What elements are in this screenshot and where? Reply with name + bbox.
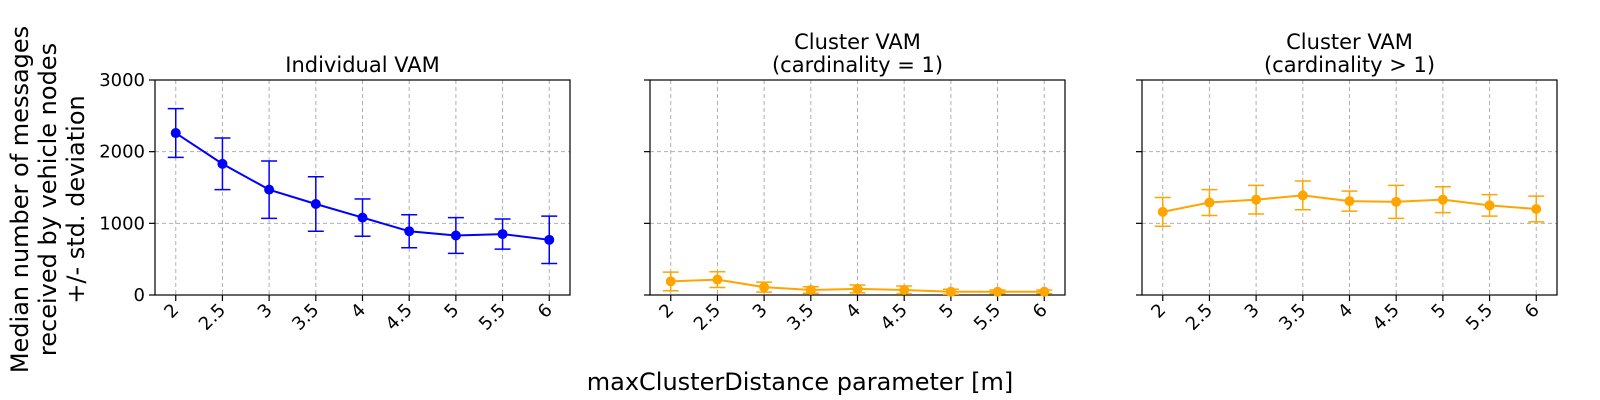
data-point (170, 128, 181, 139)
panel-3: 2 2.5 3 3.5 4 4.5 5 5.5 6 Cluster VAM(cardinality… (1136, 30, 1558, 335)
x-tick-label: 3 (254, 300, 277, 323)
x-tick-label: 3.5 (783, 300, 818, 335)
data-point (1391, 196, 1402, 207)
y-axis-label-line: received by vehicle nodes (34, 43, 62, 356)
y-tick-label: 2000 (99, 142, 145, 163)
panel-title: (cardinality > 1) (1264, 53, 1435, 77)
data-point (217, 158, 228, 169)
x-tick-label: 4.5 (877, 300, 912, 335)
data-point (1344, 196, 1355, 207)
x-tick-label: 4 (842, 300, 865, 323)
y-tick-label: 1000 (99, 213, 145, 234)
data-point (712, 274, 723, 285)
x-tick-label: 3.5 (1275, 300, 1310, 335)
y-tick-label: 0 (134, 285, 145, 306)
x-tick-label: 2.5 (195, 300, 230, 335)
x-tick-label: 2 (655, 300, 678, 323)
data-point (945, 286, 956, 297)
panel-title: Cluster VAM (1286, 30, 1413, 54)
data-point (1204, 197, 1215, 208)
data-point (264, 184, 275, 195)
x-tick-label: 3.5 (288, 300, 323, 335)
data-point (1437, 194, 1448, 205)
data-point (1251, 194, 1262, 205)
x-tick-label: 4 (1334, 300, 1357, 323)
y-axis-label-line: Median number of messages (6, 26, 34, 373)
x-tick-label: 5.5 (475, 300, 510, 335)
panels: 0 1000 2000 3000 2 2.5 3 3.5 4 4.5 5 5.5 6 Individual… (99, 30, 1558, 335)
x-tick-label: 3 (749, 300, 772, 323)
x-tick-label: 6 (1029, 300, 1052, 323)
panel-1: 0 1000 2000 3000 2 2.5 3 3.5 4 4.5 5 5.5 6 Individual… (99, 53, 571, 335)
data-point (1039, 286, 1050, 297)
x-tick-label: 2 (160, 300, 183, 323)
x-tick-label: 4.5 (1369, 300, 1404, 335)
x-tick-label: 2 (1147, 300, 1170, 323)
x-tick-label: 5.5 (1462, 300, 1497, 335)
data-point (1157, 206, 1168, 217)
panel-title: Individual VAM (285, 53, 439, 77)
x-tick-label: 6 (1521, 300, 1544, 323)
data-point (544, 234, 555, 245)
panel-2: 2 2.5 3 3.5 4 4.5 5 5.5 6 Cluster VAM(cardinality… (644, 30, 1066, 335)
data-point (1484, 200, 1495, 211)
data-point (310, 198, 321, 209)
data-point (992, 286, 1003, 297)
data-point (1297, 190, 1308, 201)
data-point (899, 284, 910, 295)
x-tick-label: 6 (534, 300, 557, 323)
data-point (665, 276, 676, 287)
data-point (759, 282, 770, 293)
data-point (404, 226, 415, 237)
data-point (450, 230, 461, 241)
panel-title: (cardinality = 1) (772, 53, 943, 77)
x-tick-label: 3 (1241, 300, 1264, 323)
x-axis-label: maxClusterDistance parameter [m] (587, 368, 1013, 396)
data-point (357, 212, 368, 223)
x-tick-label: 4.5 (382, 300, 417, 335)
data-point (805, 284, 816, 295)
x-tick-label: 4 (347, 300, 370, 323)
x-tick-label: 5 (935, 300, 958, 323)
x-tick-label: 2.5 (1182, 300, 1217, 335)
x-tick-label: 5.5 (970, 300, 1005, 335)
x-tick-label: 5 (440, 300, 463, 323)
x-tick-label: 5 (1427, 300, 1450, 323)
y-axis-label-line: +/- std. deviation (62, 95, 90, 303)
panel-title: Cluster VAM (794, 30, 921, 54)
data-point (1531, 204, 1542, 214)
data-point (497, 229, 508, 240)
y-axis-label: Median number of messagesreceived by veh… (6, 26, 90, 373)
data-point (852, 283, 863, 294)
y-tick-label: 3000 (99, 70, 145, 91)
x-tick-label: 2.5 (690, 300, 725, 335)
